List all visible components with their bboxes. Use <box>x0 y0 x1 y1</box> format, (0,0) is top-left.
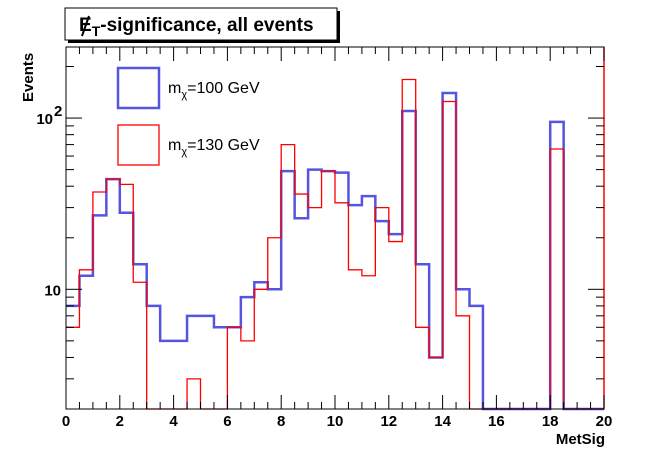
x-tick-label: 4 <box>169 413 178 430</box>
histogram-bin <box>281 145 294 409</box>
title-subscript: T <box>92 23 101 39</box>
histogram-bin <box>66 327 79 409</box>
x-tick-label: 20 <box>596 413 613 430</box>
histogram-bin <box>375 208 388 409</box>
x-tick-label: 14 <box>434 413 451 430</box>
histogram-bin <box>268 238 281 409</box>
histogram-bin <box>308 208 321 409</box>
histogram-bin <box>470 306 483 409</box>
histogram-bin <box>362 276 375 409</box>
histogram-bin <box>389 242 402 409</box>
y-tick-label: 10 <box>44 282 61 299</box>
legend-label-100: mχ=100 GeV <box>168 80 260 101</box>
histogram-bin <box>443 101 456 409</box>
histogram-bin <box>187 379 200 409</box>
histogram-bin <box>254 289 267 409</box>
legend-swatch-130 <box>117 124 160 166</box>
histogram-bin <box>241 341 254 409</box>
chart-title: ET-significance, all events <box>79 15 314 39</box>
histogram-bin <box>147 306 160 409</box>
histogram-bin <box>227 327 240 409</box>
x-tick-label: 2 <box>116 413 124 430</box>
y-axis-title: Events <box>20 53 37 102</box>
histogram-bin <box>79 270 92 409</box>
x-tick-label: 16 <box>488 413 505 430</box>
histogram-bin <box>295 194 308 409</box>
x-tick-label: 18 <box>542 413 559 430</box>
histogram-bin <box>106 179 119 409</box>
histogram-bin <box>322 171 335 409</box>
y-tick-label: 10 <box>36 111 53 128</box>
title-slash <box>81 15 90 37</box>
histogram-bin <box>201 316 214 409</box>
x-tick-label: 6 <box>223 413 231 430</box>
histogram-bin <box>429 357 442 409</box>
histogram-bin <box>416 327 429 409</box>
legend-swatch-100 <box>116 66 161 110</box>
x-axis-title: MetSig <box>556 431 605 448</box>
x-tick-label: 0 <box>62 413 70 430</box>
histogram-bin <box>335 203 348 409</box>
title-box <box>64 7 338 41</box>
histogram-bin <box>348 270 361 409</box>
y-tick-label-exponent: 2 <box>54 103 62 120</box>
legend-label-130: mχ=130 GeV <box>168 137 260 158</box>
histogram-bin <box>402 79 415 409</box>
x-tick-label: 12 <box>380 413 397 430</box>
histogram-bin <box>120 184 133 409</box>
x-tick-label: 10 <box>327 413 344 430</box>
title-rest: -significance, all events <box>100 15 313 36</box>
histogram-bin <box>133 282 146 409</box>
histogram-bin <box>550 149 563 409</box>
histogram-bin <box>456 316 469 409</box>
histogram-bin <box>93 192 106 409</box>
histogram-bin <box>160 341 173 409</box>
x-tick-label: 8 <box>277 413 285 430</box>
histogram-bin <box>174 341 187 409</box>
histogram-bin <box>214 327 227 409</box>
